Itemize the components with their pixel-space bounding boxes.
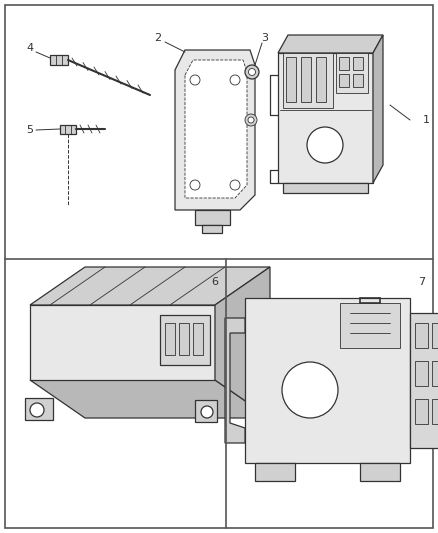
Text: 1: 1 xyxy=(423,115,430,125)
Bar xyxy=(336,53,368,93)
Polygon shape xyxy=(30,267,270,305)
Bar xyxy=(255,463,295,481)
Bar xyxy=(339,74,349,87)
Bar xyxy=(195,400,217,422)
Bar xyxy=(25,398,53,420)
Polygon shape xyxy=(225,318,245,443)
Polygon shape xyxy=(215,267,270,418)
Circle shape xyxy=(245,114,257,126)
Circle shape xyxy=(282,362,338,418)
Bar xyxy=(202,225,222,233)
Bar xyxy=(30,305,215,380)
Bar xyxy=(353,57,363,70)
Circle shape xyxy=(307,127,343,163)
Polygon shape xyxy=(278,35,383,53)
Bar xyxy=(301,57,311,102)
Bar xyxy=(179,323,189,355)
Bar xyxy=(245,298,410,463)
Bar xyxy=(340,303,400,348)
Polygon shape xyxy=(185,60,247,198)
Polygon shape xyxy=(50,55,68,65)
Bar xyxy=(410,313,438,448)
Bar xyxy=(160,315,210,365)
Bar xyxy=(165,323,175,355)
Text: 6: 6 xyxy=(212,277,219,287)
Circle shape xyxy=(30,403,44,417)
Bar xyxy=(283,53,333,108)
Bar xyxy=(432,399,438,424)
Text: 5: 5 xyxy=(27,125,33,135)
Text: 4: 4 xyxy=(26,43,34,53)
Polygon shape xyxy=(60,125,76,134)
Circle shape xyxy=(248,69,255,76)
Bar xyxy=(339,57,349,70)
Circle shape xyxy=(190,75,200,85)
Polygon shape xyxy=(175,50,255,210)
Bar xyxy=(193,323,203,355)
Text: 7: 7 xyxy=(418,277,425,287)
Circle shape xyxy=(245,65,259,79)
Bar xyxy=(316,57,326,102)
Bar xyxy=(415,399,428,424)
Bar xyxy=(415,323,428,348)
Circle shape xyxy=(230,75,240,85)
Bar xyxy=(432,361,438,386)
Polygon shape xyxy=(283,183,368,193)
Bar xyxy=(360,463,400,481)
Bar xyxy=(278,53,373,183)
Bar xyxy=(353,74,363,87)
Polygon shape xyxy=(30,380,270,418)
Circle shape xyxy=(190,180,200,190)
Circle shape xyxy=(201,406,213,418)
Bar xyxy=(195,210,230,225)
Bar xyxy=(415,361,428,386)
Circle shape xyxy=(248,117,254,123)
Polygon shape xyxy=(373,35,383,183)
Circle shape xyxy=(230,180,240,190)
Bar xyxy=(286,57,296,102)
Text: 3: 3 xyxy=(261,33,268,43)
Text: 2: 2 xyxy=(155,33,162,43)
Bar xyxy=(432,323,438,348)
